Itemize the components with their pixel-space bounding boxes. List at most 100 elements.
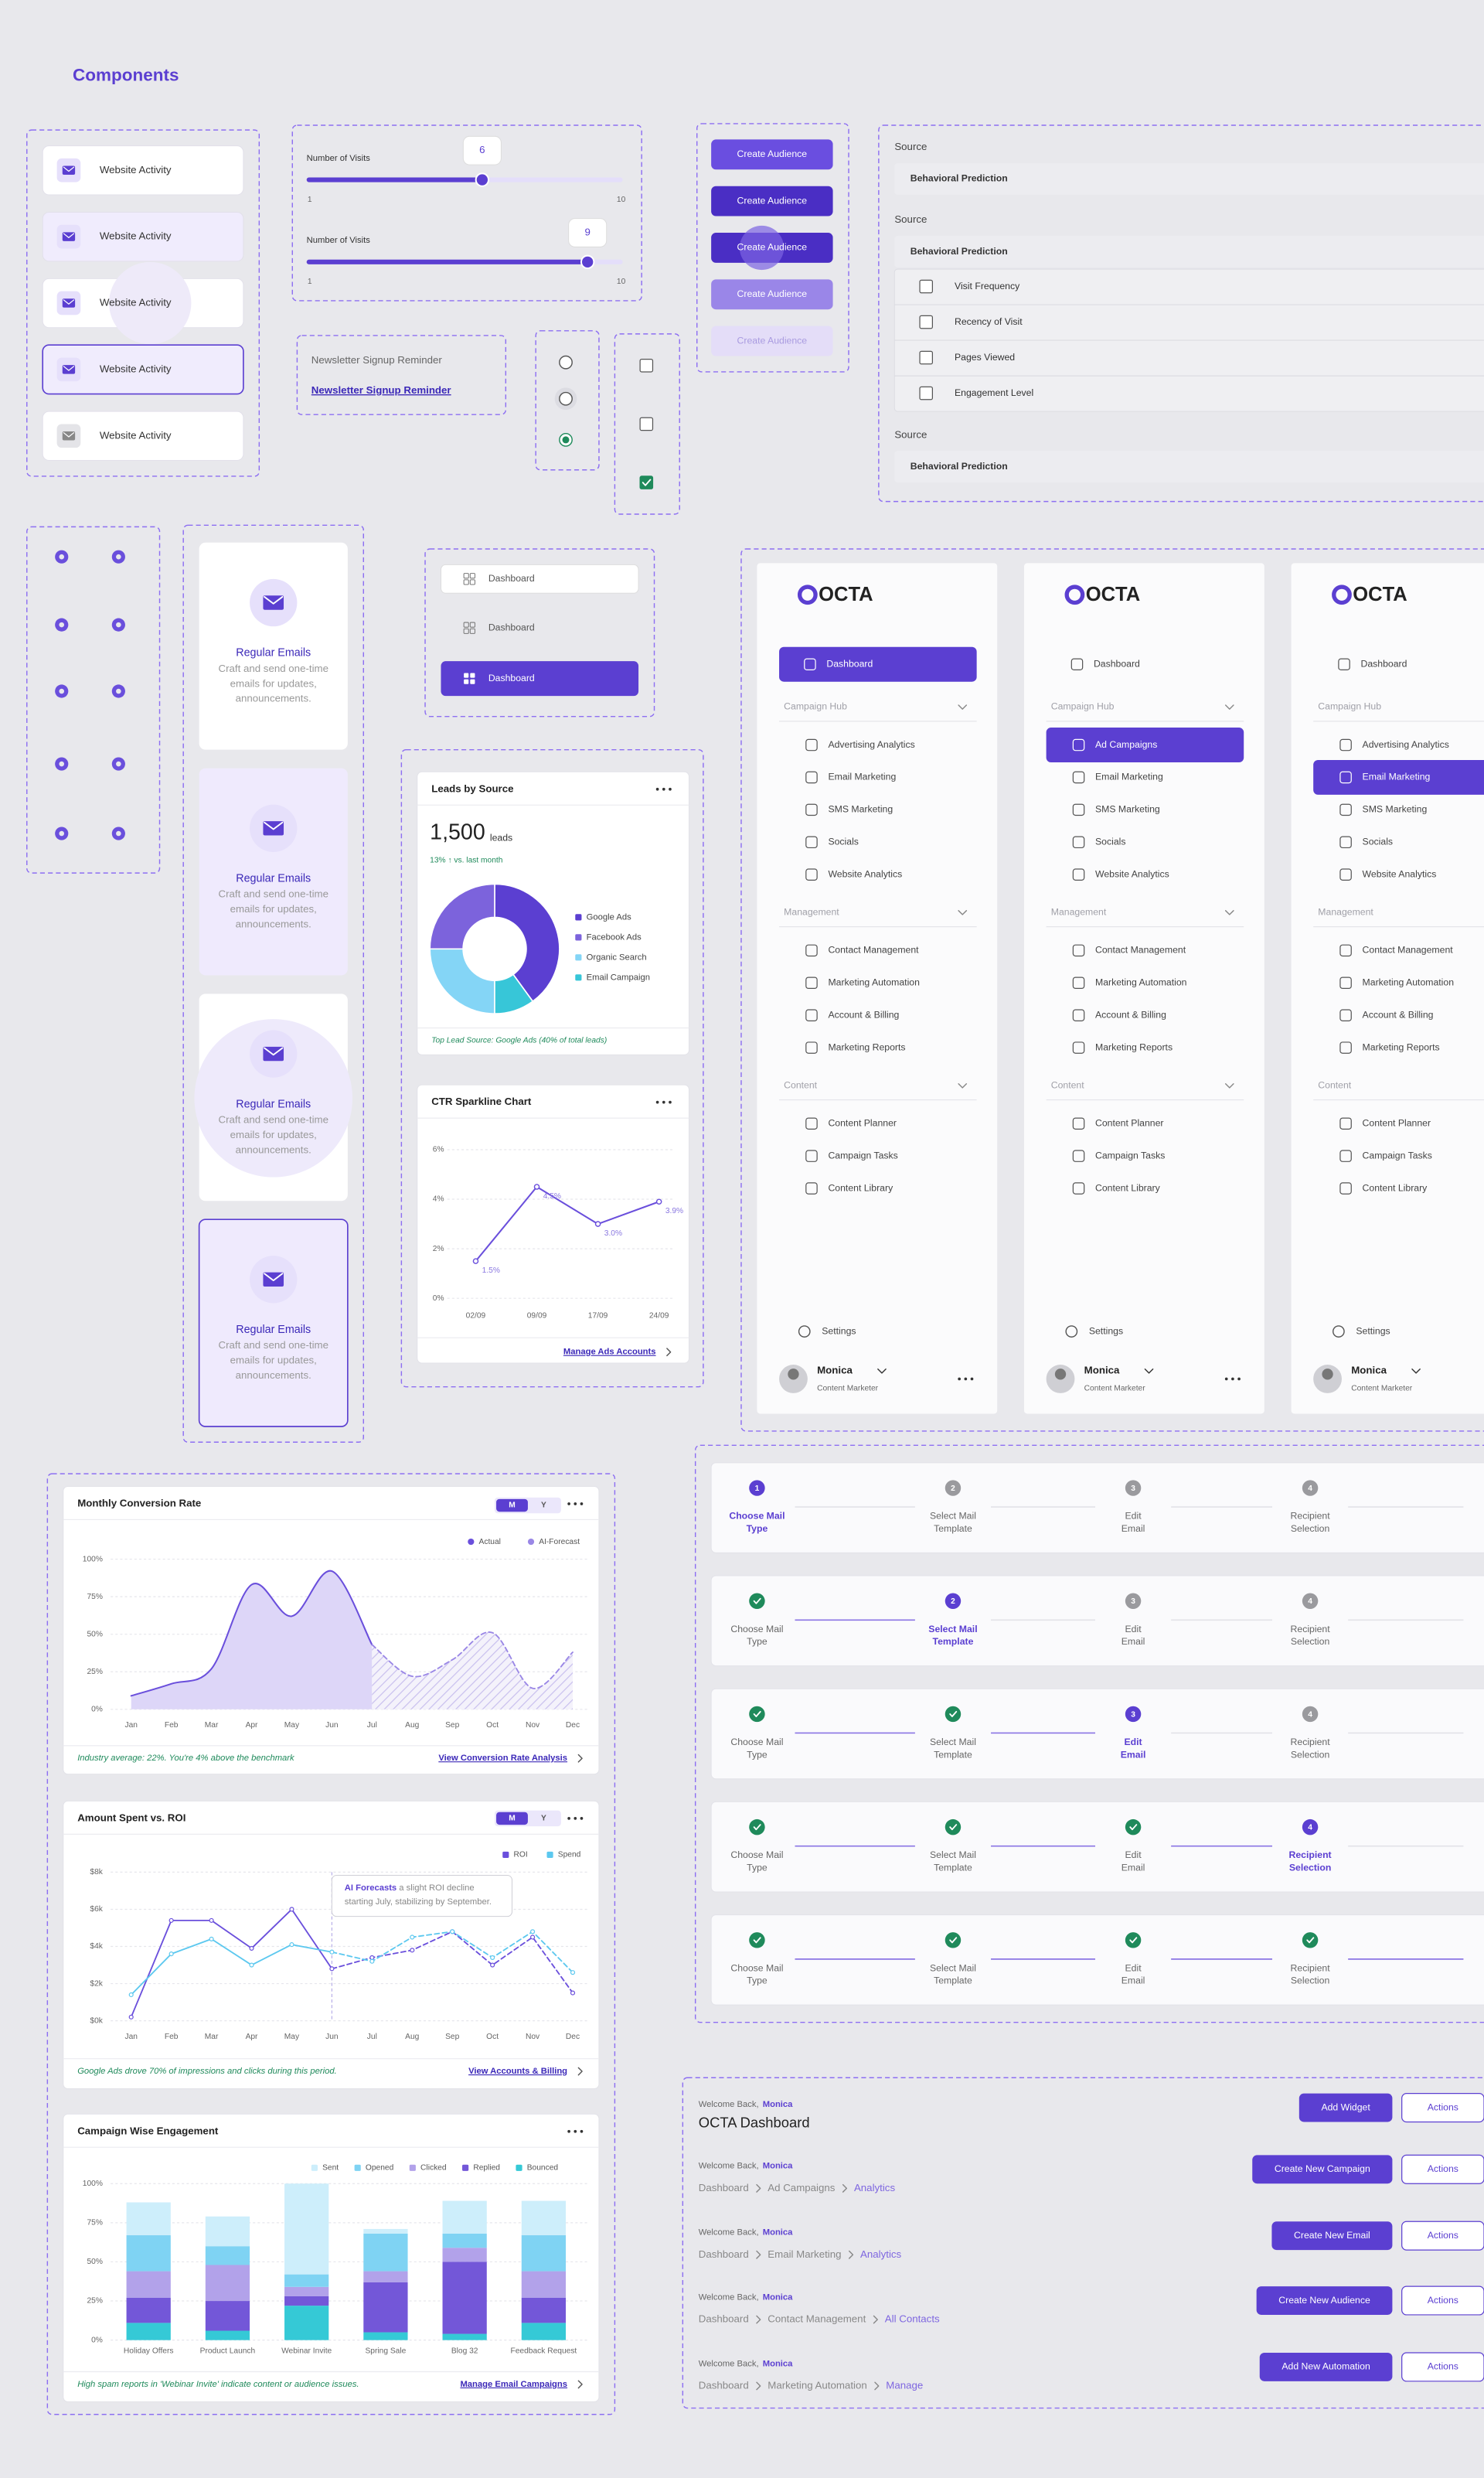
settings-label[interactable]: Settings xyxy=(822,1325,856,1336)
checkbox[interactable] xyxy=(919,315,934,329)
checkbox[interactable] xyxy=(919,350,934,365)
primary-button[interactable] xyxy=(1259,2353,1393,2381)
nav-label[interactable]: Content Library xyxy=(1363,1182,1428,1193)
nav-label[interactable]: Website Analytics xyxy=(1095,868,1169,879)
nav-label[interactable]: Website Analytics xyxy=(1363,868,1437,879)
activity-item[interactable] xyxy=(42,211,244,262)
checkbox[interactable] xyxy=(919,279,934,294)
email-card[interactable] xyxy=(198,1219,349,1427)
activity-item[interactable] xyxy=(42,344,244,395)
nav-label[interactable]: Content Library xyxy=(1095,1182,1161,1193)
step-circle[interactable] xyxy=(1302,1932,1319,1948)
activity-item[interactable] xyxy=(42,411,244,461)
primary-button[interactable] xyxy=(1252,2155,1393,2184)
checkbox[interactable] xyxy=(639,417,654,431)
nav-label[interactable]: Dashboard xyxy=(1094,658,1140,669)
step-circle[interactable] xyxy=(945,1593,962,1609)
breadcrumb[interactable]: Ad Campaigns xyxy=(768,2182,835,2193)
nav-label[interactable]: Marketing Automation xyxy=(828,977,920,987)
nav-label[interactable]: Marketing Reports xyxy=(1363,1041,1440,1052)
nav-label[interactable]: Website Analytics xyxy=(828,868,902,879)
nav-label[interactable]: Advertising Analytics xyxy=(1363,739,1449,750)
nav-label[interactable]: SMS Marketing xyxy=(828,804,893,815)
secondary-button[interactable] xyxy=(1401,2221,1484,2251)
nav-item[interactable] xyxy=(441,661,639,697)
step-circle[interactable] xyxy=(749,1706,765,1723)
step-circle[interactable] xyxy=(945,1480,962,1496)
nav-label[interactable]: Email Marketing xyxy=(828,772,896,782)
breadcrumb[interactable]: Dashboard xyxy=(699,2313,749,2325)
step-circle[interactable] xyxy=(749,1480,765,1496)
nav-label[interactable]: Contact Management xyxy=(1363,945,1454,956)
step-circle[interactable] xyxy=(1302,1593,1319,1609)
step-circle[interactable] xyxy=(1125,1480,1142,1496)
select-field[interactable] xyxy=(894,163,1484,195)
nav-label[interactable]: Dashboard xyxy=(826,658,873,669)
nav-label[interactable]: Email Marketing xyxy=(1095,772,1163,782)
step-circle[interactable] xyxy=(749,1593,765,1609)
step-circle[interactable] xyxy=(945,1706,962,1723)
select-field[interactable] xyxy=(894,236,1484,268)
step-circle[interactable] xyxy=(1302,1818,1319,1835)
breadcrumb[interactable]: Email Marketing xyxy=(768,2248,841,2260)
nav-label[interactable]: Campaign Tasks xyxy=(1363,1150,1432,1161)
footer-link[interactable]: View Accounts & Billing xyxy=(468,2067,567,2076)
step-circle[interactable] xyxy=(1125,1706,1142,1723)
checkbox[interactable] xyxy=(639,358,654,373)
button[interactable] xyxy=(711,279,833,310)
nav-label[interactable]: Content Planner xyxy=(828,1117,897,1128)
step-circle[interactable] xyxy=(945,1818,962,1835)
breadcrumb[interactable]: Analytics xyxy=(860,2248,902,2260)
nav-label[interactable]: Marketing Reports xyxy=(1095,1041,1173,1052)
step-circle[interactable] xyxy=(945,1932,962,1948)
nav-label[interactable]: Account & Billing xyxy=(828,1009,899,1020)
breadcrumb[interactable]: Contact Management xyxy=(768,2313,866,2325)
newsletter-link[interactable]: Newsletter Signup Reminder xyxy=(311,384,451,396)
footer-link[interactable]: View Conversion Rate Analysis xyxy=(438,1754,567,1763)
activity-item[interactable] xyxy=(42,145,244,196)
checkbox[interactable] xyxy=(639,475,654,489)
button[interactable] xyxy=(711,186,833,216)
nav-label[interactable]: Content Library xyxy=(828,1182,893,1193)
breadcrumb[interactable]: Dashboard xyxy=(699,2379,749,2391)
nav-label[interactable]: Marketing Reports xyxy=(828,1041,905,1052)
step-circle[interactable] xyxy=(749,1818,765,1835)
footer-link[interactable]: Manage Email Campaigns xyxy=(460,2380,567,2389)
nav-label[interactable]: Ad Campaigns xyxy=(1095,739,1157,750)
settings-label[interactable]: Settings xyxy=(1089,1325,1123,1336)
radio[interactable] xyxy=(559,355,573,370)
button[interactable] xyxy=(711,139,833,170)
breadcrumb[interactable]: Analytics xyxy=(854,2182,896,2193)
breadcrumb[interactable]: Marketing Automation xyxy=(768,2379,866,2391)
toggle-label[interactable]: Y xyxy=(541,1815,546,1823)
nav-label[interactable]: SMS Marketing xyxy=(1363,804,1428,815)
breadcrumb[interactable]: All Contacts xyxy=(885,2313,940,2325)
breadcrumb[interactable]: Dashboard xyxy=(699,2182,749,2193)
nav-label[interactable]: Marketing Automation xyxy=(1363,977,1455,987)
toggle-label[interactable]: Y xyxy=(541,1501,546,1510)
radio[interactable] xyxy=(559,391,573,406)
primary-button[interactable] xyxy=(1271,2221,1393,2251)
checkbox[interactable] xyxy=(919,386,934,401)
secondary-button[interactable] xyxy=(1401,2093,1484,2123)
nav-label[interactable]: Dashboard xyxy=(1361,658,1407,669)
nav-label[interactable]: Socials xyxy=(1095,837,1126,847)
slider-knob[interactable] xyxy=(475,172,490,187)
nav-label[interactable]: Campaign Tasks xyxy=(828,1150,897,1161)
email-card[interactable] xyxy=(199,542,348,750)
settings-label[interactable]: Settings xyxy=(1356,1325,1390,1336)
nav-item[interactable] xyxy=(441,613,639,643)
nav-label[interactable]: Account & Billing xyxy=(1363,1009,1434,1020)
nav-label[interactable]: Account & Billing xyxy=(1095,1009,1166,1020)
footer-link[interactable]: Manage Ads Accounts xyxy=(563,1348,656,1357)
secondary-button[interactable] xyxy=(1401,2352,1484,2382)
nav-item[interactable] xyxy=(440,564,639,594)
step-circle[interactable] xyxy=(1302,1480,1319,1496)
step-circle[interactable] xyxy=(749,1932,765,1948)
nav-label[interactable]: Advertising Analytics xyxy=(828,739,914,750)
select-field[interactable] xyxy=(894,451,1484,483)
nav-label[interactable]: Contact Management xyxy=(1095,945,1186,956)
nav-label[interactable]: Marketing Automation xyxy=(1095,977,1187,987)
step-circle[interactable] xyxy=(1125,1593,1142,1609)
slider-knob[interactable] xyxy=(580,254,595,270)
